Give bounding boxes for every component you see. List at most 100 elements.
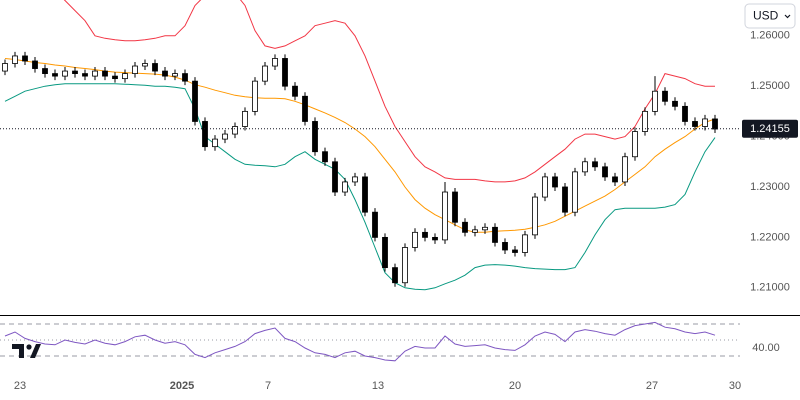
- candle-body: [452, 191, 458, 223]
- candle-body: [2, 63, 8, 72]
- button-label[interactable]: USD: [753, 9, 779, 23]
- candle-body: [602, 166, 608, 178]
- candle-body: [12, 55, 18, 64]
- candle-body: [362, 176, 368, 213]
- candle-body: [122, 73, 128, 80]
- candle-body: [142, 63, 148, 67]
- x-tick-label: 23: [14, 380, 26, 392]
- bollinger-band: [4, 83, 716, 291]
- candle-body: [262, 65, 268, 82]
- candle-body: [372, 211, 378, 238]
- candle-body: [382, 236, 388, 269]
- candle-body: [62, 70, 68, 77]
- candle-body: [412, 231, 418, 248]
- candle-body: [682, 105, 688, 122]
- candle-body: [242, 110, 248, 127]
- candle-body: [172, 73, 178, 77]
- candle-body: [182, 73, 188, 82]
- candle-body: [322, 151, 328, 163]
- candle-body: [82, 73, 88, 77]
- y-tick-label: 1.26000: [750, 30, 790, 42]
- candle-body: [312, 121, 318, 153]
- candle-body: [132, 65, 138, 74]
- candle-body: [72, 70, 78, 74]
- candle-body: [352, 176, 358, 183]
- x-tick-label: 13: [372, 380, 384, 392]
- current-price-label: 1.24155: [750, 123, 790, 135]
- candle-body: [222, 133, 228, 140]
- axes: 1.210001.220001.230001.240001.250001.260…: [0, 30, 800, 392]
- candle-body: [112, 75, 118, 80]
- x-tick-label: 20: [509, 380, 521, 392]
- candle-body: [472, 229, 478, 233]
- currency-button[interactable]: USD: [744, 3, 796, 29]
- candle-body: [42, 68, 48, 74]
- y-tick-label: 1.21000: [750, 282, 790, 294]
- bollinger-band: [4, 58, 716, 233]
- candle-body: [542, 176, 548, 198]
- candle-body: [672, 100, 678, 107]
- candle-body: [552, 176, 558, 188]
- y-tick-label: 1.25000: [750, 80, 790, 92]
- y-tick-label: 1.23000: [750, 181, 790, 193]
- candle-body: [52, 73, 58, 77]
- candle-body: [592, 161, 598, 168]
- candle-body: [612, 176, 618, 183]
- candle-body: [712, 118, 718, 130]
- rsi-line: [4, 321, 716, 362]
- candle-body: [282, 58, 288, 87]
- candle-body: [652, 90, 658, 112]
- candle-body: [502, 242, 508, 251]
- x-tick-label: 30: [729, 380, 741, 392]
- candle-body: [522, 234, 528, 253]
- candle-body: [92, 70, 98, 77]
- candle-body: [392, 267, 398, 284]
- candle-body: [402, 247, 408, 284]
- candle-body: [342, 181, 348, 193]
- candle-body: [152, 63, 158, 72]
- candle-body: [252, 80, 258, 112]
- button-frame[interactable]: [744, 3, 796, 29]
- candle-body: [422, 231, 428, 238]
- candle-body: [482, 226, 488, 231]
- rsi-pane: [0, 321, 740, 362]
- candle-body: [462, 221, 468, 233]
- candle-body: [532, 196, 538, 236]
- candle-body: [332, 161, 338, 193]
- y-tick-label: 1.22000: [750, 231, 790, 243]
- x-tick-label: 2025: [170, 380, 194, 392]
- candle-body: [302, 95, 308, 122]
- candle-body: [662, 90, 668, 102]
- candle-body: [202, 121, 208, 148]
- candle-body: [192, 80, 198, 122]
- candle-body: [572, 171, 578, 213]
- candle-body: [212, 138, 218, 148]
- candle-body: [692, 121, 698, 127]
- candle-body: [162, 70, 168, 77]
- candle-body: [102, 70, 108, 77]
- price-pane: [0, 0, 740, 291]
- candle-body: [272, 58, 278, 67]
- candle-body: [432, 236, 438, 241]
- candle-body: [632, 131, 638, 158]
- candle-body: [622, 156, 628, 183]
- candle-body: [702, 118, 708, 127]
- current-price-box: [742, 119, 798, 138]
- candle-body: [492, 226, 498, 243]
- candle-body: [642, 110, 648, 132]
- candle-body: [512, 249, 518, 253]
- chevron[interactable]: [784, 14, 791, 19]
- candle-body: [22, 55, 28, 62]
- bollinger-band: [63, 0, 715, 183]
- candle-body: [442, 191, 448, 241]
- candle-body: [562, 186, 568, 213]
- x-tick-label: 7: [265, 380, 271, 392]
- candle-body: [582, 161, 588, 173]
- candle-body: [32, 60, 38, 69]
- candle-body: [292, 85, 298, 97]
- logo: [12, 344, 41, 358]
- x-tick-label: 27: [646, 380, 658, 392]
- candle-body: [232, 126, 238, 135]
